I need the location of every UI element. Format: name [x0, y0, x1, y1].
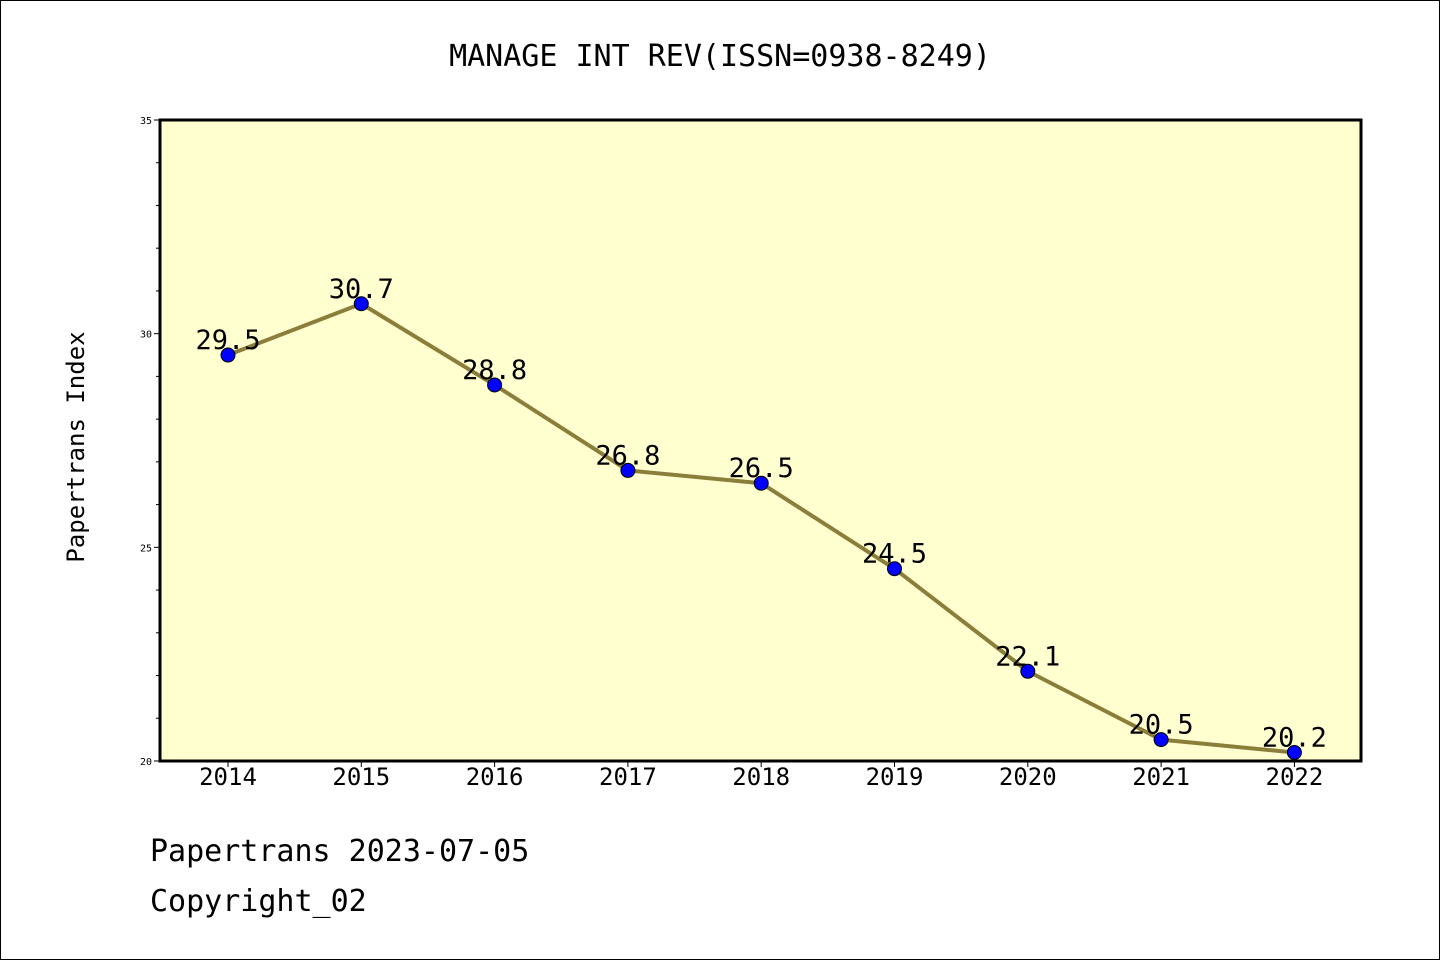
data-label: 20.2 — [1262, 722, 1327, 753]
x-tick-label: 2015 — [332, 763, 390, 791]
data-label: 20.5 — [1129, 710, 1194, 741]
x-tick-label: 2021 — [1132, 763, 1190, 791]
y-tick-label: 30 — [140, 330, 152, 341]
data-label: 24.5 — [862, 539, 927, 570]
data-point — [353, 296, 369, 312]
plot-area — [158, 118, 1363, 763]
data-label: 22.1 — [995, 641, 1060, 672]
data-label: 26.8 — [595, 440, 660, 471]
data-point — [487, 377, 503, 393]
x-tick-label: 2020 — [999, 763, 1057, 791]
x-tick-label: 2018 — [732, 763, 790, 791]
chart-title: MANAGE INT REV(ISSN=0938-8249) — [449, 39, 991, 74]
y-axis-label: Papertrans Index — [62, 331, 90, 562]
series-layer: 29.5 30.7 28.8 26.8 26.5 24.5 22.1 20.5 20.2 — [195, 274, 1327, 760]
data-label: 29.5 — [195, 325, 260, 356]
data-label: 26.5 — [729, 453, 794, 484]
footer-date: Papertrans 2023-07-05 — [150, 834, 530, 869]
data-point — [887, 561, 902, 577]
y-axis: 20 25 30 35 — [140, 116, 160, 768]
data-point — [753, 475, 769, 491]
data-label: 30.7 — [329, 274, 394, 305]
x-axis: 2014 2015 2016 2017 2018 2019 2020 2021 2022 — [199, 761, 1323, 791]
data-point — [1286, 744, 1302, 760]
x-tick-label: 2019 — [866, 763, 924, 791]
x-tick-label: 2014 — [199, 763, 257, 791]
footer-copyright: Copyright_02 — [150, 884, 367, 919]
data-point — [620, 462, 636, 478]
data-point — [220, 347, 236, 363]
y-tick-label: 25 — [140, 543, 152, 554]
x-tick-label: 2017 — [599, 763, 657, 791]
x-tick-label: 2016 — [466, 763, 524, 791]
data-point — [1153, 732, 1169, 748]
y-tick-label: 35 — [140, 116, 152, 127]
data-point — [1020, 663, 1036, 679]
data-label: 28.8 — [462, 355, 527, 386]
x-tick-label: 2022 — [1266, 763, 1324, 791]
y-tick-label: 20 — [140, 757, 152, 768]
